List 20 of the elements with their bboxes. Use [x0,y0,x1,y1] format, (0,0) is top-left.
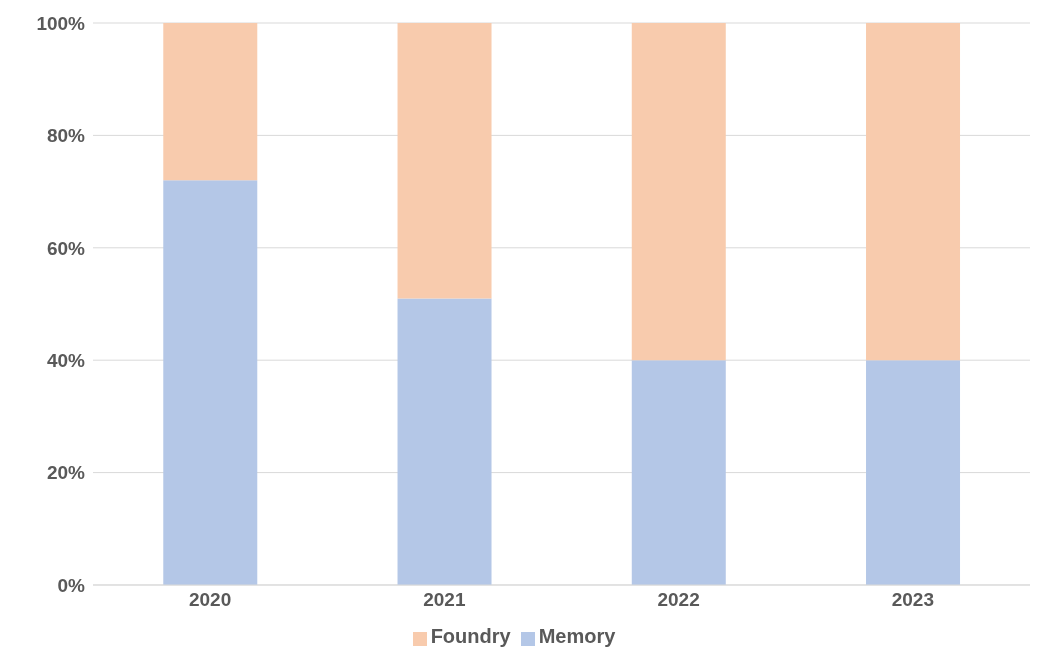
bar [163,180,258,585]
y-tick-label: 0% [57,574,86,596]
bar [397,23,492,299]
y-tick-label: 100% [36,12,86,34]
legend-label: Foundry [430,625,511,647]
y-tick-label: 40% [46,349,86,371]
x-tick-label: 2022 [657,589,700,611]
bar [866,360,961,585]
bar [866,23,961,361]
bar [163,23,258,181]
x-tick-label: 2021 [423,589,466,611]
x-tick-label: 2020 [188,589,232,611]
bar [631,360,726,585]
legend-label: Memory [538,625,616,647]
x-tick-label: 2023 [891,589,935,611]
bar [397,298,492,585]
y-tick-label: 60% [46,237,86,259]
bar [631,23,726,361]
y-tick-label: 20% [46,462,86,484]
y-tick-label: 80% [46,125,86,147]
